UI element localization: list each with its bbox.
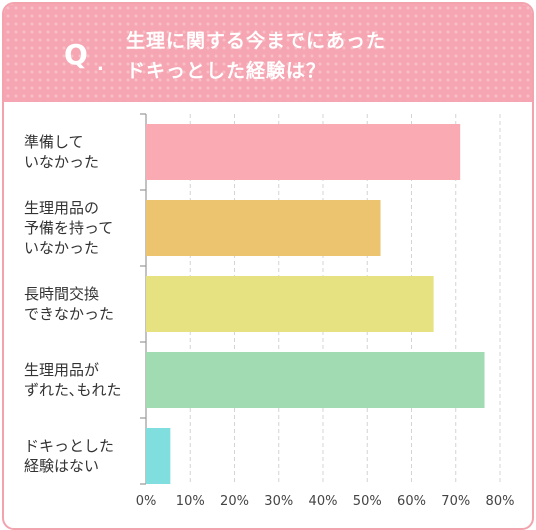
- category-label-line: 経験はない: [24, 457, 100, 475]
- x-tick-label: 60%: [397, 494, 426, 509]
- category-label: 長時間交換できなかった: [24, 284, 136, 324]
- category-label-line: 生理用品の: [24, 199, 100, 217]
- category-label-line: 準備して: [24, 133, 84, 151]
- x-tick-label: 30%: [264, 494, 293, 509]
- x-tick-label: 20%: [220, 494, 249, 509]
- question-dot: .: [97, 54, 104, 75]
- category-label-line: 生理用品が: [24, 361, 100, 379]
- category-label: 生理用品がずれた､もれた: [24, 360, 136, 400]
- category-label: 生理用品の予備を持って いなかった: [24, 198, 136, 258]
- category-label: 準備して いなかった: [24, 132, 136, 172]
- question-mark: Q: [64, 38, 89, 71]
- x-tick-label: 10%: [176, 494, 205, 509]
- x-tick-label: 40%: [309, 494, 338, 509]
- bar: [146, 428, 171, 484]
- x-tick-label: 0%: [136, 494, 157, 509]
- x-tick-label: 50%: [353, 494, 382, 509]
- category-label-line: 予備を持って: [24, 219, 114, 237]
- x-tick-label: 80%: [486, 494, 515, 509]
- category-label-line: いなかった: [24, 239, 100, 257]
- chart-title-line: 生理に関する今までにあった: [126, 30, 387, 52]
- category-label-line: できなかった: [24, 305, 115, 323]
- chart-title: 生理に関する今までにあった ドキっとした経験は？: [126, 26, 486, 86]
- bar: [146, 124, 461, 180]
- category-label-line: 長時間交換: [24, 285, 100, 303]
- category-label: ドキっとした 経験はない: [24, 436, 136, 476]
- bar: [146, 200, 381, 256]
- category-label-line: いなかった: [24, 153, 100, 171]
- x-tick-label: 70%: [441, 494, 470, 509]
- bar: [146, 276, 434, 332]
- bar: [146, 352, 485, 408]
- question-header: Q . 生理に関する今までにあった ドキっとした経験は？: [4, 4, 532, 102]
- chart-title-line: ドキっとした経験は？: [126, 60, 327, 82]
- category-label-line: ドキっとした: [24, 437, 115, 455]
- category-label-line: ずれた､もれた: [24, 381, 122, 399]
